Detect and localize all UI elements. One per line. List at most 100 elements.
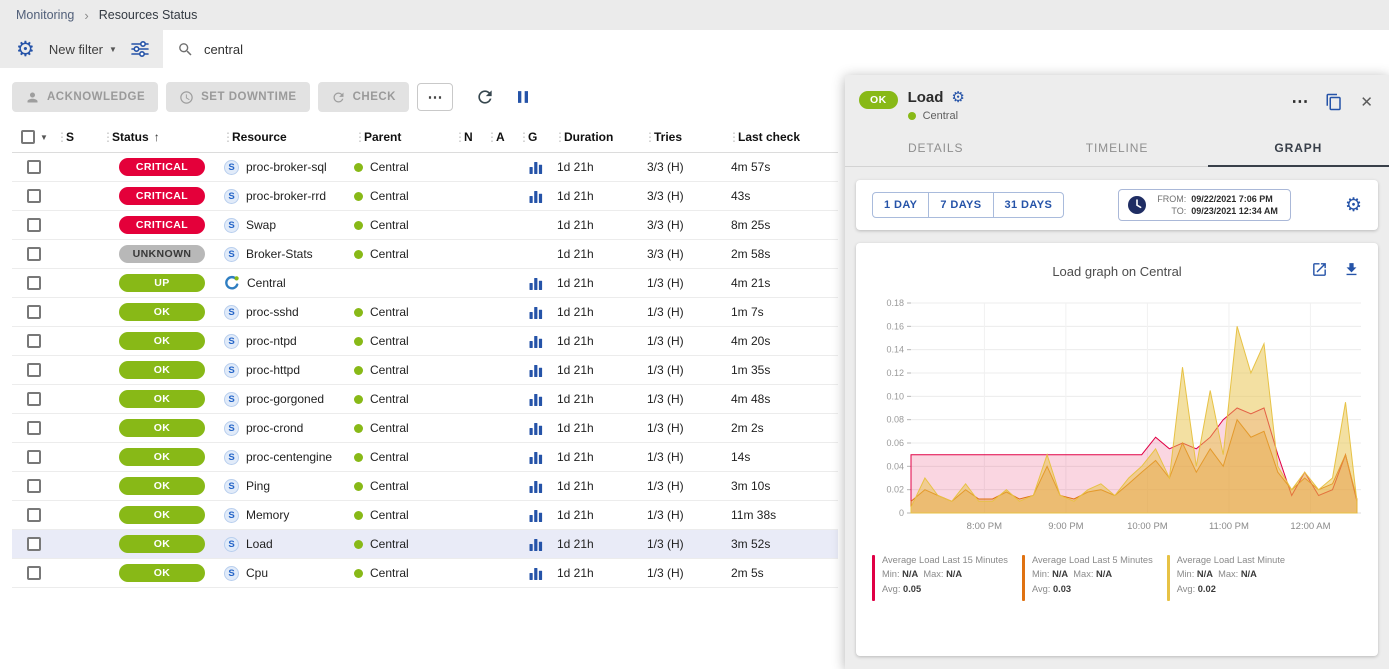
- graph-icon[interactable]: [529, 364, 543, 377]
- resource-name[interactable]: Cpu: [246, 566, 269, 580]
- row-checkbox[interactable]: [27, 247, 41, 261]
- resource-row-ping[interactable]: OK S Ping Central 1d 21h 1/3 (H) 3m 10s: [12, 472, 838, 501]
- resource-name[interactable]: Swap: [246, 218, 277, 232]
- refresh-button[interactable]: [475, 87, 495, 107]
- column-header-resource[interactable]: ⋮ Resource: [222, 130, 287, 144]
- column-header-parent[interactable]: ⋮ Parent: [354, 130, 402, 144]
- resource-row-central[interactable]: UP Central 1d 21h 1/3 (H) 4m 21s: [12, 269, 838, 298]
- resource-row-load[interactable]: OK S Load Central 1d 21h 1/3 (H) 3m 52s: [12, 530, 838, 559]
- breadcrumb-monitoring[interactable]: Monitoring: [16, 8, 75, 22]
- column-header-a[interactable]: ⋮ A: [486, 130, 505, 144]
- new-filter-dropdown[interactable]: New filter ▼: [49, 42, 117, 57]
- row-checkbox[interactable]: [27, 392, 41, 406]
- graph-icon[interactable]: [529, 451, 543, 464]
- resource-name[interactable]: Central: [247, 276, 286, 290]
- time-button-1-day[interactable]: 1 DAY: [872, 192, 930, 218]
- graph-icon[interactable]: [529, 161, 543, 174]
- more-actions-button[interactable]: ⋯: [416, 83, 453, 111]
- panel-more-actions-icon[interactable]: ⋯: [1291, 91, 1309, 111]
- resource-name[interactable]: proc-gorgoned: [246, 392, 325, 406]
- column-header-status[interactable]: ⋮ Status ↑: [102, 130, 160, 144]
- column-header-s[interactable]: ⋮ S: [56, 130, 75, 144]
- resource-name[interactable]: Memory: [246, 508, 290, 522]
- time-button-7-days[interactable]: 7 DAYS: [928, 192, 994, 218]
- column-header-g[interactable]: ⋮ G: [518, 130, 538, 144]
- resource-row-broker-stats[interactable]: UNKNOWN S Broker-Stats Central 1d 21h 3/3 (H)…: [12, 240, 838, 269]
- row-checkbox[interactable]: [27, 450, 41, 464]
- copy-link-icon[interactable]: [1325, 93, 1343, 111]
- graph-settings-gear-icon[interactable]: ⚙: [1344, 194, 1362, 216]
- breadcrumb-resources-status[interactable]: Resources Status: [98, 8, 198, 22]
- load-graph-chart[interactable]: 0 0.02 0.04 0.06 0.08 0.10 0.12 0.14 0.16 0.18 8:0…: [865, 291, 1369, 545]
- resource-row-memory[interactable]: OK S Memory Central 1d 21h 1/3 (H) 11m 38s: [12, 501, 838, 530]
- select-dropdown-caret-icon[interactable]: ▼: [40, 132, 48, 142]
- row-checkbox[interactable]: [27, 479, 41, 493]
- row-checkbox[interactable]: [27, 566, 41, 580]
- row-checkbox[interactable]: [27, 508, 41, 522]
- graph-icon[interactable]: [529, 277, 543, 290]
- row-checkbox[interactable]: [27, 421, 41, 435]
- time-button-31-days[interactable]: 31 DAYS: [992, 192, 1065, 218]
- graph-icon[interactable]: [529, 538, 543, 551]
- resource-name[interactable]: Load: [246, 537, 273, 551]
- row-checkbox[interactable]: [27, 363, 41, 377]
- graph-icon[interactable]: [529, 480, 543, 493]
- advanced-filter-tune-icon[interactable]: [131, 41, 149, 57]
- column-header-last-check[interactable]: ⋮ Last check: [728, 130, 801, 144]
- row-checkbox[interactable]: [27, 218, 41, 232]
- tab-details[interactable]: DETAILS: [907, 141, 964, 155]
- search-bar[interactable]: [162, 30, 1389, 68]
- resource-name[interactable]: proc-centengine: [246, 450, 333, 464]
- resource-row-swap[interactable]: CRITICAL S Swap Central 1d 21h 3/3 (H) 8m 25s: [12, 211, 838, 240]
- set-downtime-button[interactable]: SET DOWNTIME: [166, 82, 310, 112]
- tab-graph[interactable]: GRAPH: [1207, 129, 1389, 167]
- legend-item[interactable]: Average Load Last 5 Minutes Min: N/A Max:…: [1021, 553, 1153, 601]
- graph-icon[interactable]: [529, 567, 543, 580]
- pause-button[interactable]: [513, 87, 533, 107]
- resource-name[interactable]: proc-httpd: [246, 363, 301, 377]
- column-header-duration[interactable]: ⋮ Duration: [554, 130, 614, 144]
- row-checkbox[interactable]: [27, 276, 41, 290]
- column-header-n[interactable]: ⋮ N: [454, 130, 473, 144]
- graph-icon[interactable]: [529, 393, 543, 406]
- tab-timeline[interactable]: TIMELINE: [1085, 141, 1149, 155]
- check-button[interactable]: CHECK: [317, 82, 409, 112]
- graph-icon[interactable]: [529, 509, 543, 522]
- row-checkbox[interactable]: [27, 160, 41, 174]
- custom-time-range[interactable]: FROM: 09/22/2021 7:06 PM TO: 09/23/2021 …: [1118, 189, 1291, 221]
- select-all-checkbox[interactable]: [21, 130, 35, 144]
- acknowledge-button[interactable]: ACKNOWLEDGE: [12, 82, 159, 112]
- graph-icon[interactable]: [529, 422, 543, 435]
- row-checkbox[interactable]: [27, 189, 41, 203]
- legend-item[interactable]: Average Load Last Minute Min: N/A Max: N/…: [1166, 553, 1285, 601]
- resource-row-cpu[interactable]: OK S Cpu Central 1d 21h 1/3 (H) 2m 5s: [12, 559, 838, 588]
- resource-name[interactable]: proc-broker-sql: [246, 160, 327, 174]
- legend-item[interactable]: Average Load Last 15 Minutes Min: N/A Max…: [872, 553, 1008, 601]
- resource-name[interactable]: Ping: [246, 479, 271, 493]
- column-header-tries[interactable]: ⋮ Tries: [644, 130, 683, 144]
- resource-name[interactable]: proc-sshd: [246, 305, 299, 319]
- download-icon[interactable]: [1343, 261, 1360, 278]
- resource-name[interactable]: proc-ntpd: [246, 334, 297, 348]
- close-icon[interactable]: ✕: [1360, 94, 1373, 111]
- service-settings-gear-icon[interactable]: ⚙: [951, 89, 965, 106]
- resource-name[interactable]: proc-broker-rrd: [246, 189, 327, 203]
- graph-icon[interactable]: [529, 306, 543, 319]
- row-checkbox[interactable]: [27, 305, 41, 319]
- graph-icon[interactable]: [529, 190, 543, 203]
- resource-name[interactable]: proc-crond: [246, 421, 304, 435]
- open-in-new-icon[interactable]: [1311, 261, 1328, 278]
- row-checkbox[interactable]: [27, 334, 41, 348]
- graph-icon[interactable]: [529, 335, 543, 348]
- resource-name[interactable]: Broker-Stats: [246, 247, 313, 261]
- filter-settings-gear-icon[interactable]: ⚙: [16, 37, 35, 61]
- search-input[interactable]: [203, 41, 1389, 57]
